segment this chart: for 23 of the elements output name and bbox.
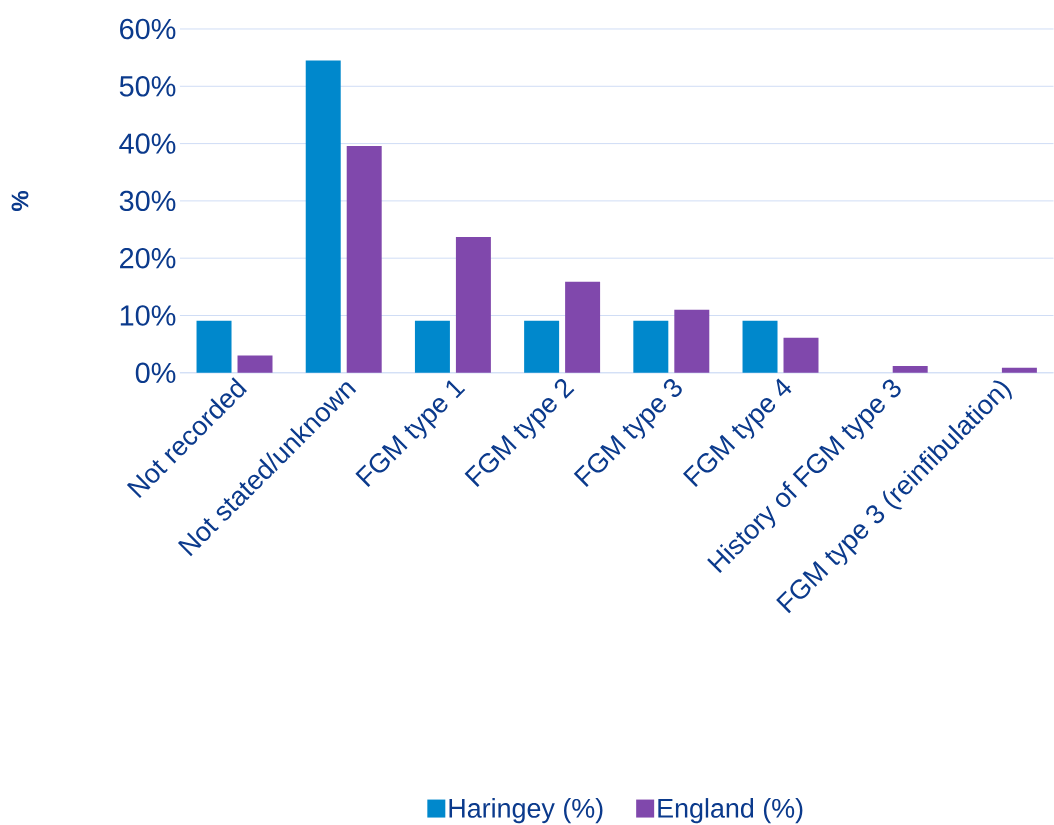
bar: [346, 146, 382, 374]
bar: [414, 320, 450, 374]
bar: [305, 60, 341, 374]
legend-label: England (%): [658, 798, 803, 824]
y-tick-label: 50%: [119, 76, 176, 97]
bar: [524, 320, 560, 374]
bar: [742, 320, 778, 374]
bar: [237, 355, 273, 374]
bar: [1001, 367, 1037, 374]
y-tick-label: 30%: [119, 190, 176, 212]
y-axis-title: %: [11, 191, 29, 212]
bar: [783, 338, 819, 374]
bar: [674, 309, 710, 374]
bar: [565, 281, 601, 374]
y-tick-label: 40%: [119, 133, 176, 155]
bar: [892, 366, 928, 374]
bar: [196, 320, 232, 374]
legend-label: Haringey (%): [449, 798, 603, 824]
y-tick-label: 20%: [120, 248, 176, 269]
bar: [633, 320, 669, 374]
y-tick-label: 60%: [120, 18, 176, 40]
bar: [455, 237, 491, 374]
y-tick-label: 10%: [120, 305, 176, 326]
